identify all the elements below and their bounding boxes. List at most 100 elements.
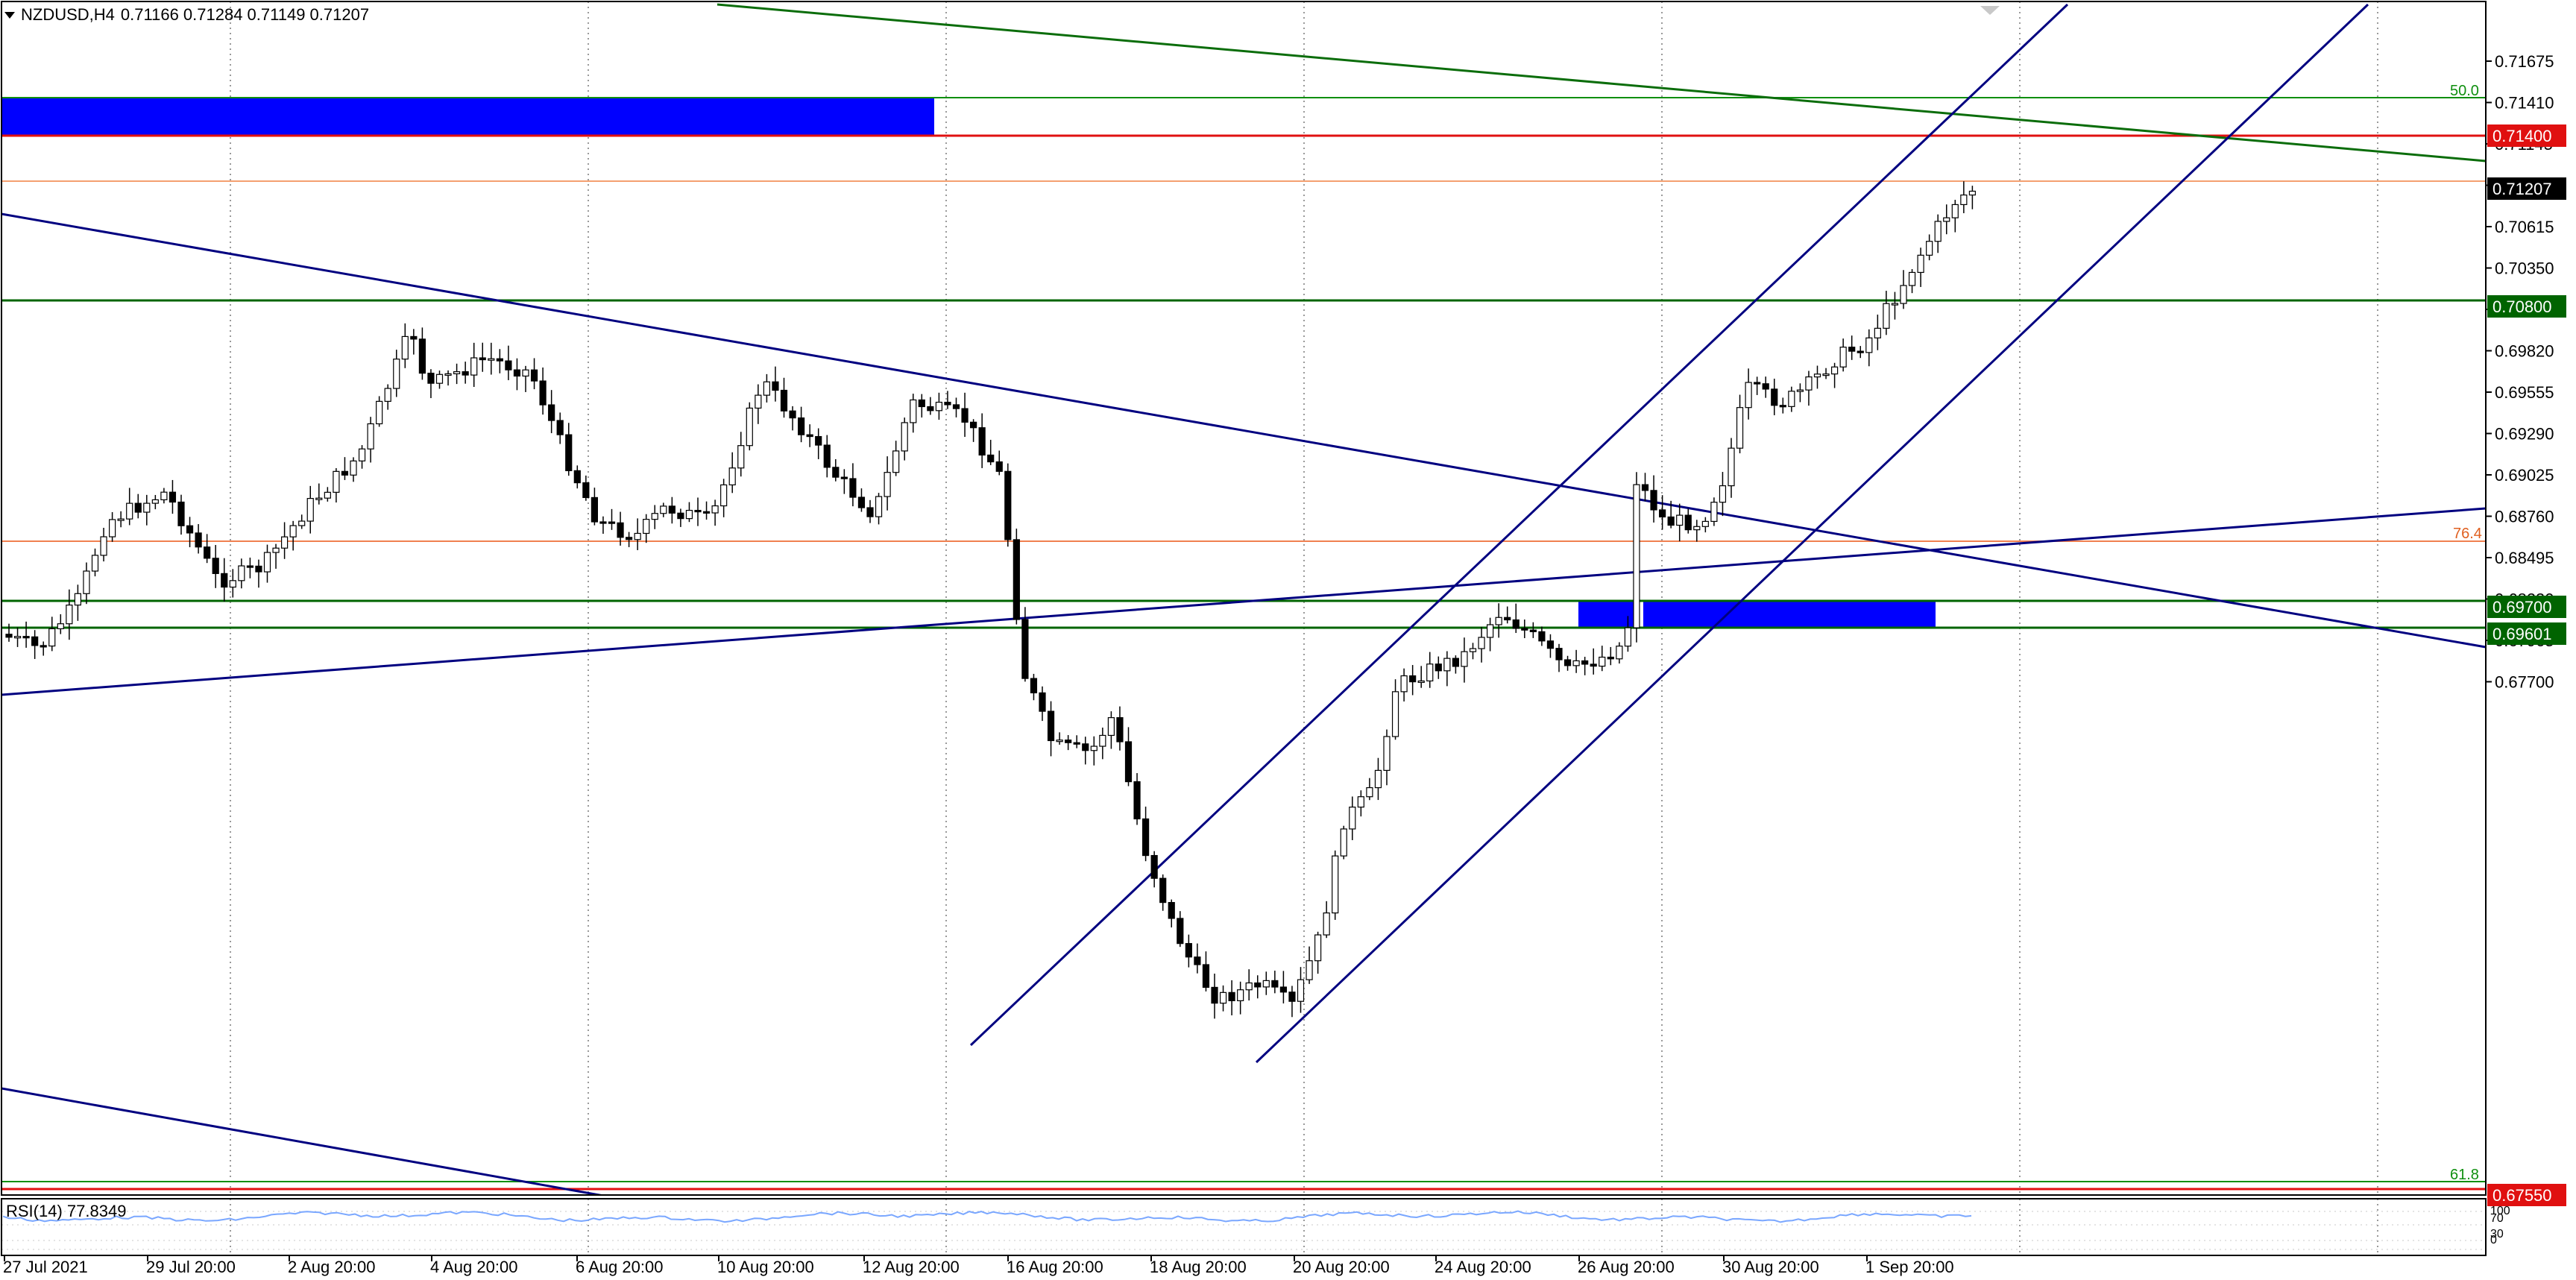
bear-candle (1021, 619, 1029, 679)
tag-071400-bg (2487, 124, 2566, 147)
bull-candle (57, 623, 64, 630)
bear-candle (702, 511, 711, 514)
bear-candle (1047, 710, 1055, 742)
bear-candle (677, 512, 684, 520)
bull-candle (358, 448, 366, 461)
bear-candle (1159, 877, 1167, 904)
chevron-down-icon[interactable] (4, 11, 15, 19)
bear-candle (961, 408, 969, 423)
bear-candle (246, 565, 253, 568)
bull-candle (1314, 934, 1322, 962)
bull-candle (1366, 786, 1373, 798)
scroll-marker-icon[interactable] (1980, 6, 2000, 15)
bear-candle (1065, 740, 1072, 743)
bear-candle (1202, 964, 1210, 989)
tag-070800: 0.70800 (2487, 295, 2566, 318)
time-axis-label: 27 Jul 2021 (3, 1258, 88, 1276)
bull-candle (1417, 680, 1425, 684)
bull-candle (1461, 651, 1468, 667)
channel-upper-line[interactable] (969, 3, 2069, 1047)
time-axis-label: 18 Aug 20:00 (1150, 1258, 1247, 1276)
bull-candle (470, 357, 478, 376)
time-axis-label: 16 Aug 20:00 (1007, 1258, 1103, 1276)
bull-candle (728, 467, 736, 486)
bull-candle (901, 422, 908, 452)
bull-candle (634, 532, 641, 540)
time-axis-label: 1 Sep 20:00 (1865, 1258, 1954, 1276)
bull-candle (1383, 736, 1391, 772)
bear-candle (840, 476, 848, 479)
supply-zone[interactable] (1, 98, 934, 135)
ascending-trendline-support[interactable] (1, 507, 2486, 696)
fib-50-label: 50.0 (2450, 83, 2479, 99)
tag-current-price: 0.71207 (2487, 177, 2566, 200)
long-term-resistance-trendline[interactable] (717, 3, 2486, 163)
bear-candle (479, 357, 486, 361)
bear-candle (40, 645, 47, 648)
bear-candle (1279, 986, 1288, 993)
bull-candle (1822, 373, 1830, 376)
demand-zone-left[interactable] (1578, 601, 1636, 628)
bull-candle (1090, 745, 1098, 751)
bull-candle (1306, 960, 1313, 980)
bear-candle (978, 427, 986, 456)
bear-candle (1211, 986, 1218, 1004)
rsi-scale-label: 100 (2490, 1205, 2510, 1217)
bear-candle (1555, 648, 1563, 661)
bear-candle (1004, 470, 1012, 540)
bull-candle (1478, 637, 1485, 649)
price-tick-label: 0.68495 (2495, 549, 2554, 567)
bear-candle (462, 371, 469, 376)
tag-current-price-bg (2487, 177, 2566, 200)
bull-candle (298, 520, 306, 526)
bull-candle (1219, 991, 1227, 1004)
tag-070800-label: 0.70800 (2492, 297, 2552, 316)
bull-candle (1960, 194, 1968, 206)
bear-candle (5, 634, 13, 638)
bull-candle (1374, 769, 1382, 789)
grid-lines (230, 1, 2378, 1255)
bear-candle (548, 404, 555, 421)
bear-candle (1288, 991, 1296, 1002)
descending-trendline-upper[interactable] (1, 212, 2486, 649)
tag-069700-bg (2487, 596, 2566, 618)
bear-candle (591, 496, 599, 523)
bull-candle (83, 570, 90, 594)
bull-candle (1349, 807, 1356, 830)
tag-067550-bg (2487, 1184, 2566, 1206)
bull-candle (263, 552, 271, 573)
bull-candle (1099, 734, 1106, 747)
bull-candle (1943, 217, 1950, 222)
trendlines[interactable] (1, 3, 2486, 1197)
channel-lower-line[interactable] (1255, 3, 2369, 1064)
tag-071400-label: 0.71400 (2492, 127, 2552, 145)
bull-candle (1443, 658, 1451, 672)
bull-candle (1874, 327, 1881, 338)
bull-candle (884, 472, 891, 497)
bull-candle (126, 502, 133, 520)
bear-candle (1650, 490, 1657, 511)
bull-candle (711, 505, 719, 514)
demand-zone-right[interactable] (1643, 601, 1936, 628)
bear-candle (866, 507, 874, 517)
descending-trendline-lower[interactable] (1, 1087, 608, 1197)
bull-candle (1599, 656, 1606, 667)
bull-candle (1865, 337, 1873, 353)
bear-candle (789, 410, 796, 419)
bull-candle (1340, 828, 1347, 857)
time-axis-label: 10 Aug 20:00 (717, 1258, 814, 1276)
bull-candle (1805, 376, 1813, 391)
bull-candle (660, 505, 667, 514)
bull-candle (720, 484, 728, 507)
bear-candle (1168, 901, 1175, 919)
horizontal-levels[interactable] (1, 97, 2486, 1191)
candlesticks (5, 181, 1976, 1019)
bull-candle (1951, 204, 1959, 218)
bull-candle (488, 358, 495, 361)
bear-candle (177, 501, 185, 526)
price-tick-label: 0.67700 (2495, 672, 2554, 691)
bear-candle (1848, 347, 1856, 352)
bull-candle (1262, 980, 1270, 988)
bear-candle (496, 358, 503, 362)
